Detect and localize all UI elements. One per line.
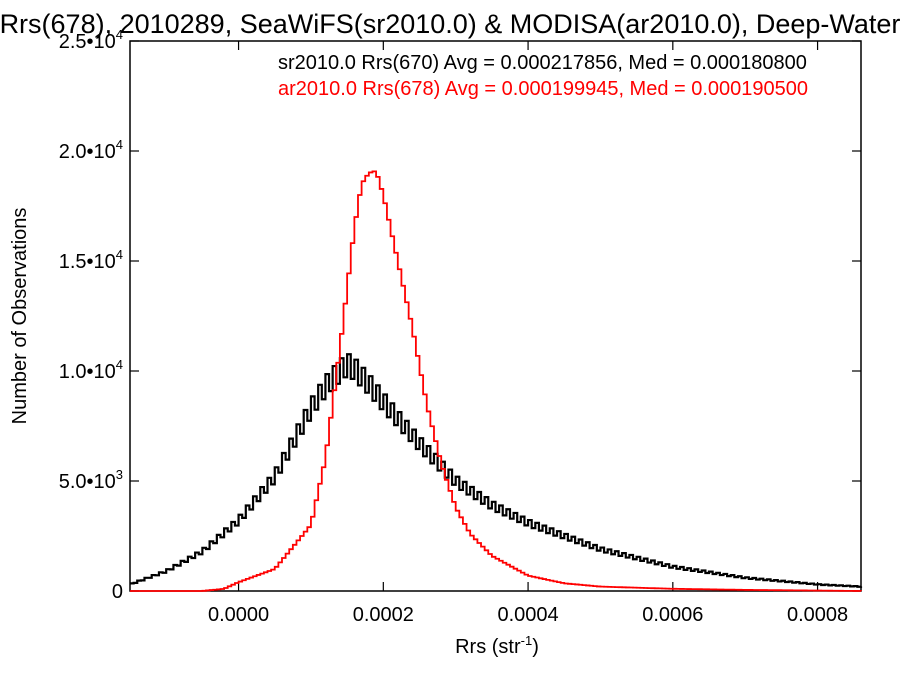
y-tick-exponent: 4: [116, 247, 123, 262]
y-tick-mantissa: 1.5•10: [59, 251, 116, 273]
y-tick-exponent: 3: [116, 467, 123, 482]
y-tick-mantissa: 2.5•10: [59, 31, 116, 53]
legend-entry-ar2010: ar2010.0 Rrs(678) Avg = 0.000199945, Med…: [278, 78, 808, 100]
x-tick-label: 0.0002: [353, 604, 414, 626]
y-tick-label: 5.0•103: [59, 467, 123, 493]
chart-title: Rrs(678), 2010289, SeaWiFS(sr2010.0) & M…: [0, 9, 900, 39]
y-axis-label: Number of Observations: [9, 208, 31, 425]
x-tick-label: 0.0008: [787, 604, 848, 626]
x-axis-label-exponent: -1: [521, 633, 533, 648]
y-tick-label: 0: [112, 581, 123, 603]
x-axis-ticks: 0.0000 0.0002 0.0004 0.0006 0.0008: [208, 41, 848, 626]
y-tick-mantissa: 1.0•10: [59, 361, 116, 383]
series-0-histogram: [130, 353, 863, 588]
x-axis-label: Rrs (str-1): [455, 633, 539, 658]
x-tick-label: 0.0004: [497, 604, 558, 626]
y-tick-mantissa: 0: [112, 581, 123, 603]
y-tick-label: 2.0•104: [59, 137, 123, 163]
y-tick-exponent: 4: [116, 357, 123, 372]
x-tick-label: 0.0006: [642, 604, 703, 626]
y-tick-mantissa: 5.0•10: [59, 471, 116, 493]
series-1-histogram: [130, 170, 862, 592]
series-layer: [130, 170, 863, 592]
y-tick-exponent: 4: [116, 137, 123, 152]
y-tick-exponent: 4: [116, 27, 123, 42]
legend-entry-sr2010: sr2010.0 Rrs(670) Avg = 0.000217856, Med…: [278, 52, 807, 74]
y-tick-label: 1.0•104: [59, 357, 123, 383]
plot-frame: [129, 40, 862, 592]
y-tick-label: 1.5•104: [59, 247, 123, 273]
x-axis-label-close: ): [532, 636, 539, 658]
x-tick-label: 0.0000: [208, 604, 269, 626]
x-axis-label-base: Rrs (str: [455, 636, 521, 658]
y-tick-mantissa: 2.0•10: [59, 141, 116, 163]
y-tick-label: 2.5•104: [59, 27, 123, 53]
